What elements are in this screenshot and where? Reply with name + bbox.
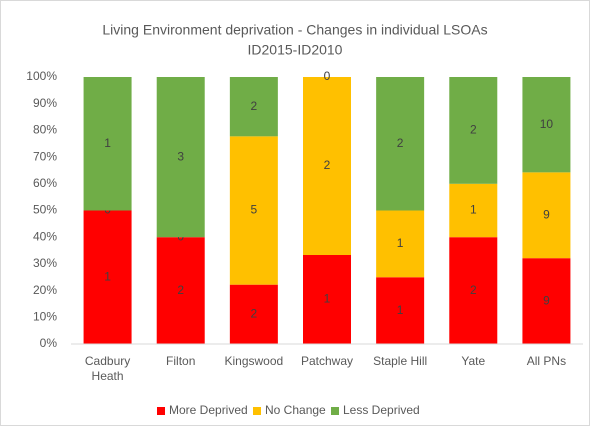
bar-segment <box>376 277 425 344</box>
data-label: 3 <box>177 149 184 163</box>
chart-title: Living Environment deprivation - Changes… <box>102 22 487 38</box>
legend-label: No Change <box>265 403 326 417</box>
bar-segment <box>522 258 571 344</box>
data-label: 10 <box>540 117 554 131</box>
y-tick-label: 50% <box>33 203 57 217</box>
bar-segment <box>156 77 205 238</box>
data-label: 1 <box>397 303 404 317</box>
x-tick-label: Kingswood <box>224 354 284 368</box>
y-tick-label: 60% <box>33 176 57 190</box>
legend-swatch <box>157 407 165 415</box>
bar-segment <box>83 210 132 344</box>
bar-segment <box>449 183 498 238</box>
y-tick-label: 90% <box>33 96 57 110</box>
bar-segment <box>376 210 425 278</box>
bar-segment <box>229 136 278 285</box>
data-label: 2 <box>251 99 258 113</box>
bar-segment <box>156 237 205 344</box>
data-label: 1 <box>470 203 477 217</box>
y-tick-label: 80% <box>33 123 57 137</box>
legend-label: More Deprived <box>169 403 248 417</box>
data-label: 5 <box>251 203 258 217</box>
bar-segment <box>303 255 351 344</box>
x-tick-label: Staple Hill <box>373 354 428 368</box>
y-tick-label: 20% <box>33 283 57 297</box>
bar-segment <box>303 77 351 255</box>
legend-label: Less Deprived <box>343 403 420 417</box>
data-label: 2 <box>177 283 184 297</box>
x-tick-label: All PNs <box>526 354 567 368</box>
y-tick-label: 40% <box>33 229 57 243</box>
data-label: 2 <box>324 158 331 172</box>
data-label: 1 <box>104 269 111 283</box>
bar-segment <box>229 77 278 137</box>
y-tick-label: 100% <box>26 69 57 83</box>
data-label: 9 <box>543 207 550 221</box>
chart-subtitle: ID2015-ID2010 <box>248 42 343 58</box>
y-tick-label: 10% <box>33 309 57 323</box>
data-label: 0 <box>324 69 331 83</box>
data-label: 2 <box>397 136 404 150</box>
x-tick-label: Yate <box>461 354 486 368</box>
bar-segment <box>522 172 571 259</box>
legend-swatch <box>253 407 261 415</box>
x-tick-label: Patchway <box>300 354 354 368</box>
bar-segment <box>376 77 425 211</box>
data-label: 2 <box>251 307 258 321</box>
legend-swatch <box>331 407 339 415</box>
y-tick-label: 70% <box>33 149 57 163</box>
data-label: 2 <box>470 283 477 297</box>
x-tick-label: Filton <box>166 354 196 368</box>
data-label: 1 <box>397 236 404 250</box>
data-label: 9 <box>543 293 550 307</box>
y-tick-label: 0% <box>40 336 58 350</box>
data-label: 1 <box>324 292 331 306</box>
x-tick-label: Cadbury Heath <box>84 354 131 383</box>
data-label: 1 <box>104 136 111 150</box>
bar-segment <box>449 77 498 184</box>
bar-segment <box>229 284 278 344</box>
data-label: 2 <box>470 123 477 137</box>
bar-segment <box>522 77 571 173</box>
y-tick-label: 30% <box>33 256 57 270</box>
bar-segment <box>83 77 132 211</box>
bar-segment <box>449 237 498 344</box>
